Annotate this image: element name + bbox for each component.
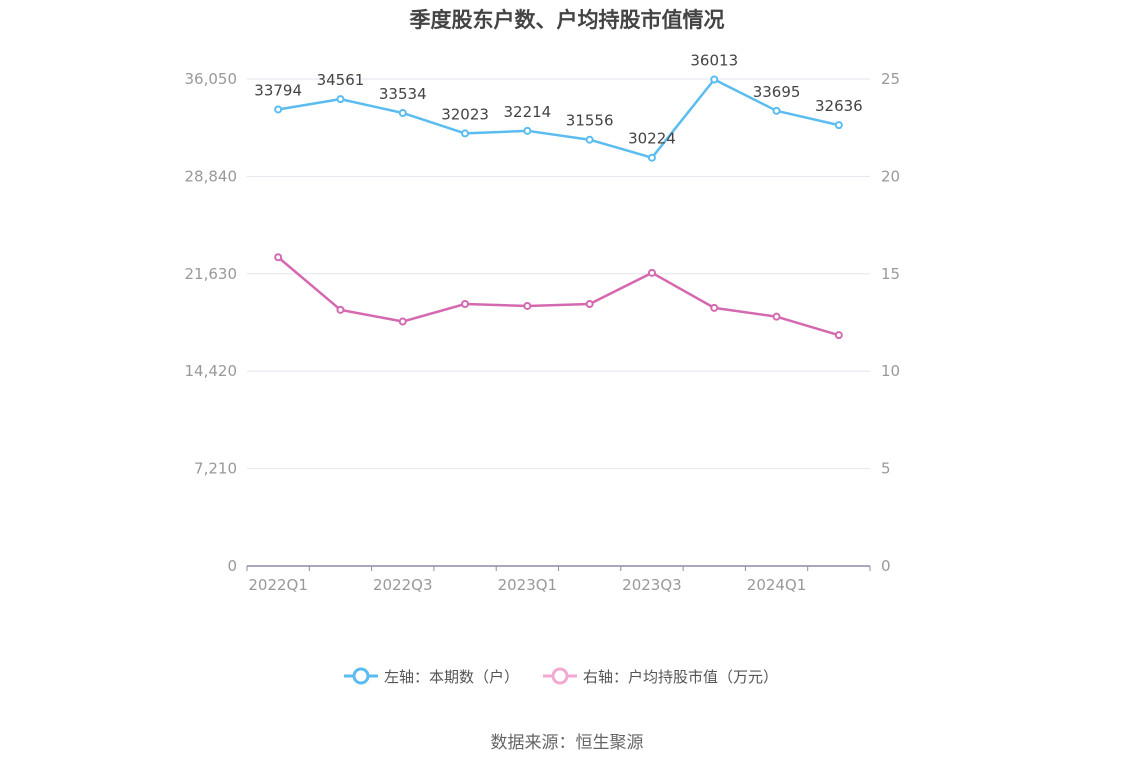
series-line-right <box>277 256 840 337</box>
right-y-tick-label: 0 <box>881 557 891 575</box>
data-point-left <box>523 126 532 135</box>
right-y-tick-label: 5 <box>881 460 891 478</box>
data-point-right <box>647 268 656 277</box>
left-y-tick-label: 21,630 <box>185 265 238 283</box>
data-point-right <box>523 301 532 310</box>
data-point-left <box>834 121 843 130</box>
left-y-tick-label: 28,840 <box>185 167 238 185</box>
grid-lines <box>247 78 870 470</box>
legend-right-swatch-icon <box>543 667 577 685</box>
data-point-left <box>710 75 719 84</box>
data-label: 36013 <box>690 51 738 69</box>
right-y-tick-label: 10 <box>881 362 900 380</box>
data-point-right <box>710 303 719 312</box>
data-point-right <box>834 331 843 340</box>
data-label: 33695 <box>753 83 801 101</box>
data-label: 31556 <box>566 112 614 130</box>
data-point-right <box>772 312 781 321</box>
legend-left-swatch-icon <box>344 667 378 685</box>
data-point-left <box>398 108 407 117</box>
series-line-left <box>277 78 840 159</box>
x-tick-label: 2022Q3 <box>373 576 433 594</box>
data-point-right <box>461 299 470 308</box>
right-y-tick-label: 25 <box>881 70 900 88</box>
data-label: 32214 <box>503 103 551 121</box>
data-point-right <box>274 253 283 262</box>
data-point-left <box>274 105 283 114</box>
data-point-right <box>336 305 345 314</box>
data-label: 33534 <box>379 85 427 103</box>
data-label: 33794 <box>254 81 302 99</box>
legend-item-right-axis[interactable]: 右轴：户均持股市值（万元） <box>543 664 778 688</box>
dual-axis-line-chart: 0 0 7,210 5 14,420 10 21,630 15 28,840 20 36,050 25… <box>185 51 901 594</box>
x-tick-label: 2023Q1 <box>498 576 558 594</box>
data-point-right <box>398 317 407 326</box>
data-label: 30224 <box>628 130 676 148</box>
data-source: 数据来源：恒生聚源 <box>490 733 644 753</box>
chart-title: 季度股东户数、户均持股市值情况 <box>409 8 725 32</box>
data-point-left <box>772 106 781 115</box>
right-y-tick-label: 20 <box>881 167 900 185</box>
left-y-tick-label: 36,050 <box>185 70 238 88</box>
data-point-left <box>461 129 470 138</box>
legend: 左轴：本期数（户） 右轴：户均持股市值（万元） <box>0 664 1134 688</box>
data-label: 34561 <box>317 71 365 89</box>
legend-right-label: 右轴：户均持股市值（万元） <box>583 667 779 686</box>
axes: 0 0 7,210 5 14,420 10 21,630 15 28,840 20 36,050 25… <box>185 70 901 594</box>
data-point-left <box>647 153 656 162</box>
left-y-tick-label: 14,420 <box>185 362 238 380</box>
series-lines <box>274 75 843 340</box>
x-tick-label: 2023Q3 <box>622 576 682 594</box>
data-label: 32636 <box>815 97 863 115</box>
left-y-tick-label: 7,210 <box>194 460 237 478</box>
left-y-tick-label: 0 <box>227 557 237 575</box>
data-labels: 33794 34561 33534 32023 32214 31556 30224 36013… <box>254 51 862 147</box>
data-point-right <box>585 299 594 308</box>
data-point-left <box>585 135 594 144</box>
legend-item-left-axis[interactable]: 左轴：本期数（户） <box>344 664 519 688</box>
right-y-tick-label: 15 <box>881 265 900 283</box>
x-tick-label: 2022Q1 <box>248 576 308 594</box>
data-label: 32023 <box>441 105 489 123</box>
data-point-left <box>336 95 345 104</box>
legend-left-label: 左轴：本期数（户） <box>384 667 520 686</box>
x-tick-label: 2024Q1 <box>747 576 807 594</box>
